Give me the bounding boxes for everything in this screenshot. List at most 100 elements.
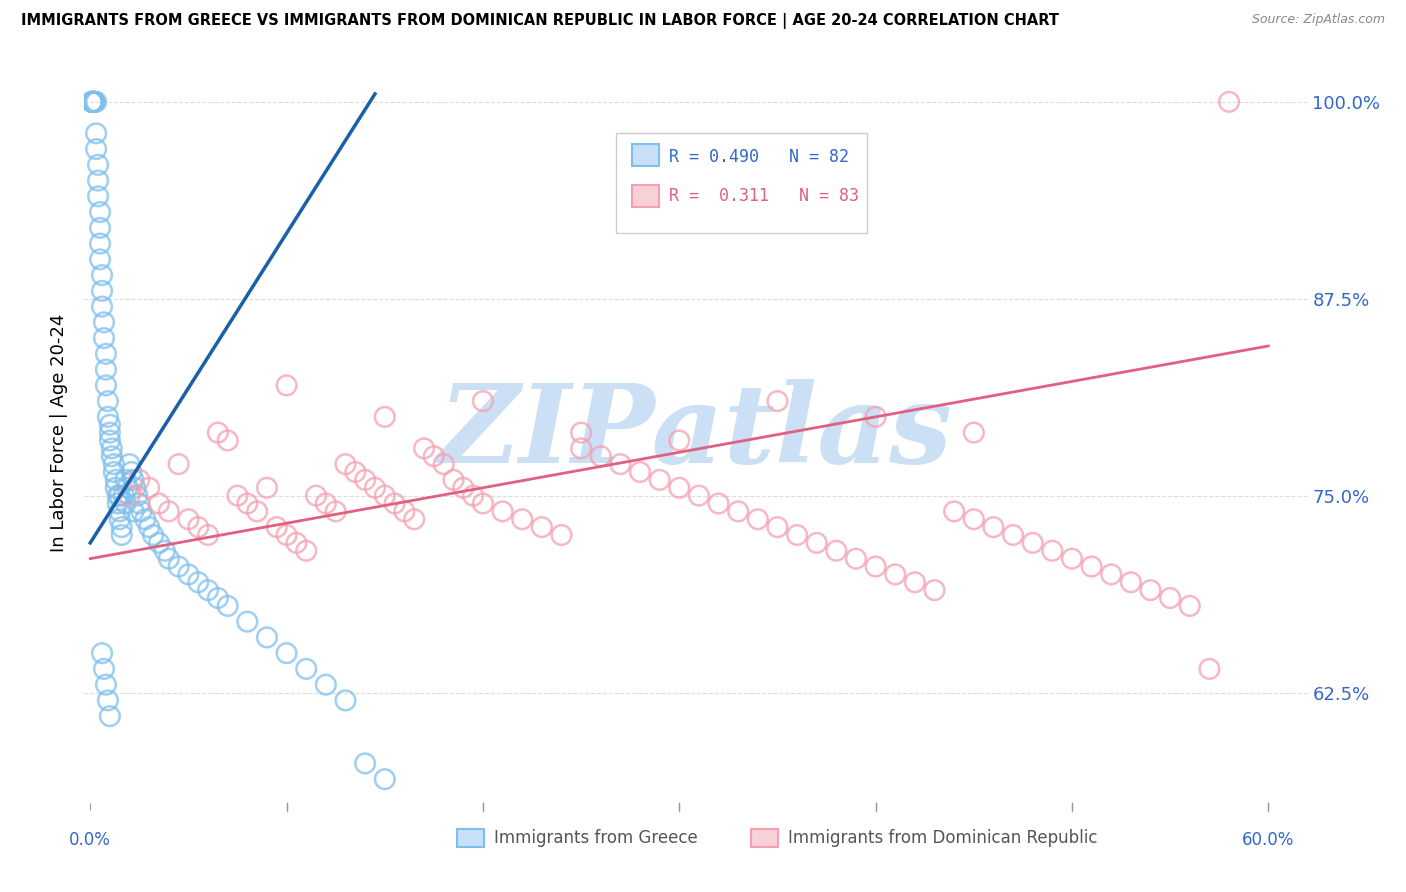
Point xyxy=(550,528,572,542)
Point xyxy=(453,481,475,495)
Point xyxy=(471,496,494,510)
Point xyxy=(84,95,107,109)
Point xyxy=(786,528,808,542)
Point xyxy=(98,434,121,448)
Point xyxy=(177,512,200,526)
Point xyxy=(344,465,367,479)
Point xyxy=(266,520,288,534)
Text: Immigrants from Dominican Republic: Immigrants from Dominican Republic xyxy=(787,830,1097,847)
Point xyxy=(127,489,149,503)
Point xyxy=(510,512,533,526)
Point xyxy=(82,95,104,109)
Point xyxy=(122,504,145,518)
FancyBboxPatch shape xyxy=(457,829,484,847)
Text: Immigrants from Greece: Immigrants from Greece xyxy=(494,830,697,847)
Point xyxy=(688,489,710,503)
Point xyxy=(138,520,160,534)
Point xyxy=(207,591,229,605)
Y-axis label: In Labor Force | Age 20-24: In Labor Force | Age 20-24 xyxy=(51,313,69,552)
Point xyxy=(246,504,269,518)
Point xyxy=(197,583,219,598)
FancyBboxPatch shape xyxy=(633,144,659,166)
Text: ZIPatlas: ZIPatlas xyxy=(439,379,953,486)
Point xyxy=(413,442,436,456)
Point xyxy=(648,473,671,487)
Point xyxy=(94,362,117,376)
Point xyxy=(1002,528,1025,542)
Point xyxy=(569,442,592,456)
Point xyxy=(89,205,111,219)
Point xyxy=(117,481,139,495)
Point xyxy=(134,512,156,526)
Point xyxy=(83,95,105,109)
Text: R =  0.311   N = 83: R = 0.311 N = 83 xyxy=(669,186,859,205)
Point xyxy=(276,646,298,660)
Point xyxy=(236,496,259,510)
Point xyxy=(285,536,308,550)
Point xyxy=(94,378,117,392)
Point xyxy=(295,662,318,676)
Point xyxy=(315,496,337,510)
Point xyxy=(825,543,848,558)
Point xyxy=(628,465,651,479)
Point xyxy=(491,504,513,518)
Point xyxy=(766,394,789,409)
Point xyxy=(98,417,121,432)
Point xyxy=(128,473,150,487)
Point xyxy=(295,543,318,558)
Point xyxy=(148,536,170,550)
Text: IMMIGRANTS FROM GREECE VS IMMIGRANTS FROM DOMINICAN REPUBLIC IN LABOR FORCE | AG: IMMIGRANTS FROM GREECE VS IMMIGRANTS FRO… xyxy=(21,13,1059,29)
Point xyxy=(374,489,396,503)
Point xyxy=(122,473,145,487)
Point xyxy=(217,434,239,448)
Point xyxy=(83,95,105,109)
Point xyxy=(112,489,135,503)
Point xyxy=(101,449,124,463)
Point xyxy=(121,465,143,479)
Point xyxy=(83,95,105,109)
Point xyxy=(177,567,200,582)
Point xyxy=(114,496,136,510)
Point xyxy=(963,425,986,440)
Point xyxy=(747,512,769,526)
Point xyxy=(668,481,690,495)
Point xyxy=(276,528,298,542)
Text: 60.0%: 60.0% xyxy=(1241,831,1295,849)
FancyBboxPatch shape xyxy=(633,185,659,207)
Point xyxy=(107,489,129,503)
Point xyxy=(443,473,465,487)
Point xyxy=(315,678,337,692)
Point xyxy=(167,457,190,471)
Point xyxy=(569,425,592,440)
Point xyxy=(1119,575,1142,590)
Point xyxy=(1178,599,1201,613)
Point xyxy=(187,575,209,590)
Point xyxy=(1159,591,1181,605)
Point xyxy=(138,481,160,495)
Point xyxy=(108,504,131,518)
Point xyxy=(1099,567,1122,582)
Text: Source: ZipAtlas.com: Source: ZipAtlas.com xyxy=(1251,13,1385,27)
Point xyxy=(423,449,446,463)
Point xyxy=(97,693,120,707)
Point xyxy=(471,394,494,409)
Point xyxy=(89,236,111,251)
Point xyxy=(97,394,120,409)
Point xyxy=(1021,536,1043,550)
Point xyxy=(129,504,152,518)
Point xyxy=(128,496,150,510)
Point xyxy=(97,409,120,424)
Point xyxy=(806,536,828,550)
Point xyxy=(87,158,110,172)
Point xyxy=(91,268,114,282)
Point xyxy=(609,457,631,471)
Text: R = 0.490   N = 82: R = 0.490 N = 82 xyxy=(669,147,849,166)
Point xyxy=(87,173,110,187)
Point xyxy=(207,425,229,440)
Point xyxy=(354,756,377,771)
Point xyxy=(394,504,416,518)
Point xyxy=(983,520,1005,534)
Point xyxy=(104,473,127,487)
Point xyxy=(103,457,125,471)
Point xyxy=(1198,662,1220,676)
